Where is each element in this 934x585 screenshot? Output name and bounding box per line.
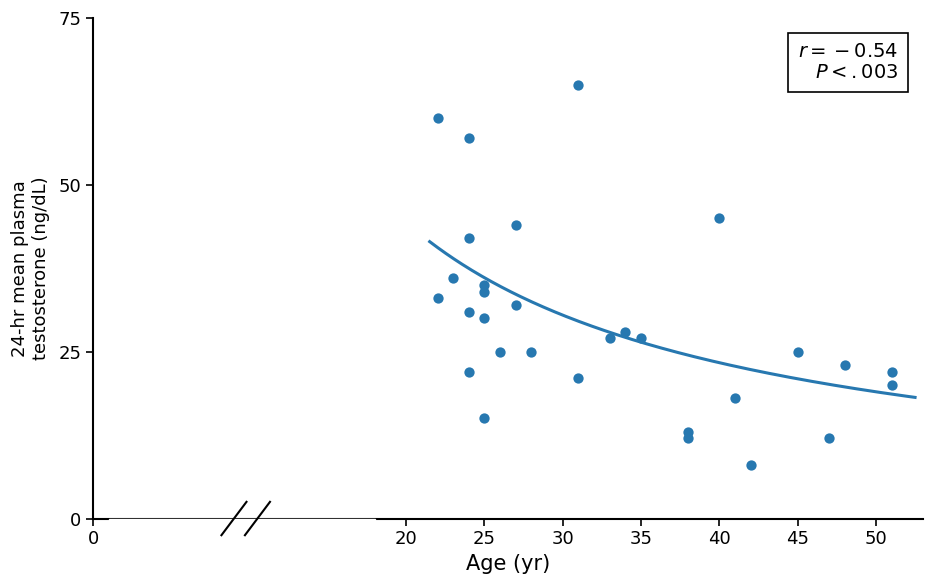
- Point: [477, 314, 492, 323]
- Point: [446, 274, 460, 283]
- Point: [618, 327, 633, 336]
- Point: [681, 434, 696, 443]
- Point: [822, 434, 837, 443]
- Point: [508, 300, 523, 309]
- Point: [884, 367, 899, 376]
- Point: [508, 221, 523, 230]
- Point: [461, 307, 476, 316]
- Point: [790, 347, 805, 356]
- Point: [884, 380, 899, 390]
- Point: [477, 414, 492, 423]
- Point: [461, 367, 476, 376]
- X-axis label: Age (yr): Age (yr): [466, 554, 550, 574]
- Bar: [108, 518, 375, 539]
- Y-axis label: 24-hr mean plasma
testosterone (ng/dL): 24-hr mean plasma testosterone (ng/dL): [11, 177, 50, 360]
- Point: [571, 374, 586, 383]
- Point: [743, 460, 758, 470]
- Point: [430, 294, 445, 303]
- Point: [477, 287, 492, 297]
- Point: [712, 214, 727, 223]
- Point: [633, 333, 648, 343]
- Point: [477, 280, 492, 290]
- Point: [728, 394, 743, 403]
- Point: [837, 360, 852, 370]
- Point: [461, 233, 476, 243]
- Point: [524, 347, 539, 356]
- Point: [492, 347, 507, 356]
- Point: [681, 427, 696, 436]
- Text: $r = -0.54$
$P < .003$: $r = -0.54$ $P < .003$: [798, 43, 898, 82]
- Point: [430, 113, 445, 123]
- Point: [571, 80, 586, 90]
- Point: [461, 133, 476, 143]
- Point: [602, 333, 617, 343]
